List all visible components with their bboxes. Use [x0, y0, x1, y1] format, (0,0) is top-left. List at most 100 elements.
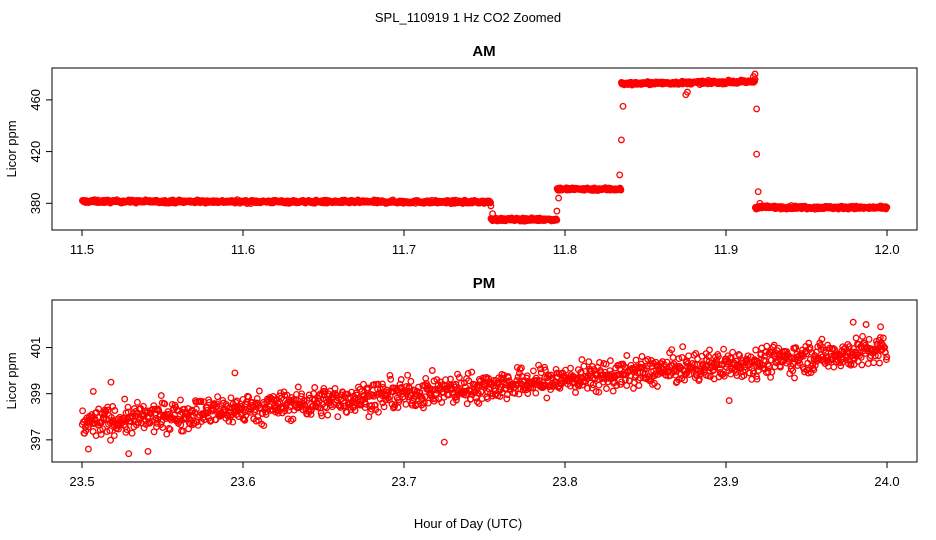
- data-point: [89, 387, 97, 395]
- data-point: [161, 400, 169, 408]
- data-point: [543, 394, 551, 402]
- data-point: [735, 350, 743, 358]
- data-point: [617, 186, 625, 194]
- data-point: [177, 421, 185, 429]
- data-point: [756, 199, 764, 207]
- data-point: [255, 387, 263, 395]
- data-point: [468, 368, 476, 376]
- data-point: [600, 378, 607, 386]
- data-point: [613, 382, 621, 389]
- data-point: [515, 380, 522, 388]
- data-point: [883, 203, 891, 211]
- data-point: [294, 383, 302, 391]
- data-point: [637, 360, 645, 368]
- data-point: [876, 334, 884, 342]
- data-point: [471, 381, 479, 389]
- data-point: [125, 450, 133, 458]
- data-point: [253, 395, 261, 402]
- data-point: [517, 364, 525, 372]
- panel-pm-ylabel: Licor ppm: [4, 352, 19, 409]
- data-point: [360, 380, 367, 388]
- data-point: [79, 407, 87, 415]
- data-point: [879, 334, 887, 342]
- data-point: [106, 427, 114, 435]
- panel-pm: PM Licor ppm 23.5 23.6 23.7 23.8 23.9 24.0 39…: [4, 275, 918, 489]
- x-tick-label: 11.5: [70, 242, 94, 257]
- data-point: [822, 349, 830, 357]
- data-point: [416, 388, 424, 396]
- data-point: [254, 413, 262, 421]
- data-point: [595, 381, 603, 389]
- panel-am-points: [78, 70, 891, 225]
- panel-pm-x-axis: 23.5 23.6 23.7 23.8 23.9 24.0: [69, 462, 900, 489]
- data-point: [765, 362, 773, 370]
- data-point: [452, 396, 460, 404]
- data-point: [865, 335, 873, 343]
- data-point: [850, 345, 857, 353]
- data-point: [736, 351, 744, 359]
- data-point: [764, 360, 772, 368]
- data-point: [124, 403, 132, 411]
- data-point: [852, 334, 860, 342]
- data-point: [324, 411, 332, 419]
- data-point: [739, 368, 747, 376]
- data-point: [128, 429, 136, 437]
- data-point: [229, 418, 237, 426]
- data-point: [606, 357, 614, 365]
- data-point: [503, 395, 511, 403]
- data-point: [720, 372, 728, 380]
- x-tick-label: 11.7: [392, 242, 416, 257]
- panel-am-y-axis: 380 420 460: [28, 89, 52, 214]
- panel-pm-points: [78, 318, 891, 458]
- data-point: [870, 359, 878, 367]
- data-point: [192, 405, 200, 413]
- data-point: [163, 430, 171, 438]
- data-point: [792, 344, 800, 352]
- data-point: [289, 415, 297, 423]
- data-point: [107, 378, 115, 386]
- data-point: [455, 374, 463, 381]
- data-point: [810, 366, 818, 374]
- panel-am: AM Licor ppm 11.5 11.6 11.7 11.8 11.9 12.0 38…: [4, 43, 918, 257]
- data-point: [405, 384, 413, 392]
- data-point: [750, 367, 758, 375]
- data-point: [145, 418, 153, 426]
- y-tick-label: 420: [28, 141, 43, 163]
- data-point: [214, 393, 222, 401]
- data-point: [617, 136, 625, 144]
- data-point: [580, 362, 588, 370]
- data-point: [107, 436, 114, 444]
- data-point: [473, 398, 481, 406]
- data-point: [767, 356, 775, 364]
- data-point: [857, 353, 865, 361]
- data-point: [121, 395, 129, 403]
- data-point: [753, 105, 761, 113]
- data-point: [683, 88, 691, 96]
- data-point: [753, 375, 761, 383]
- data-point: [679, 343, 687, 351]
- data-point: [227, 394, 235, 402]
- data-point: [588, 384, 596, 392]
- data-point: [623, 352, 631, 359]
- data-point: [592, 388, 600, 396]
- data-point: [487, 202, 495, 210]
- data-point: [395, 398, 403, 406]
- data-point: [770, 341, 778, 349]
- data-point: [177, 396, 184, 404]
- data-point: [213, 400, 220, 408]
- data-point: [859, 332, 867, 340]
- x-tick-label: 11.6: [231, 242, 255, 257]
- data-point: [753, 372, 760, 380]
- data-point: [311, 384, 319, 391]
- panel-pm-title: PM: [473, 275, 496, 292]
- data-point: [514, 373, 522, 381]
- data-point: [881, 348, 889, 356]
- data-point: [281, 391, 289, 399]
- data-point: [371, 401, 379, 409]
- data-point: [475, 399, 483, 407]
- data-point: [438, 398, 446, 406]
- data-point: [529, 367, 537, 375]
- data-point: [619, 102, 627, 110]
- data-point: [882, 356, 890, 364]
